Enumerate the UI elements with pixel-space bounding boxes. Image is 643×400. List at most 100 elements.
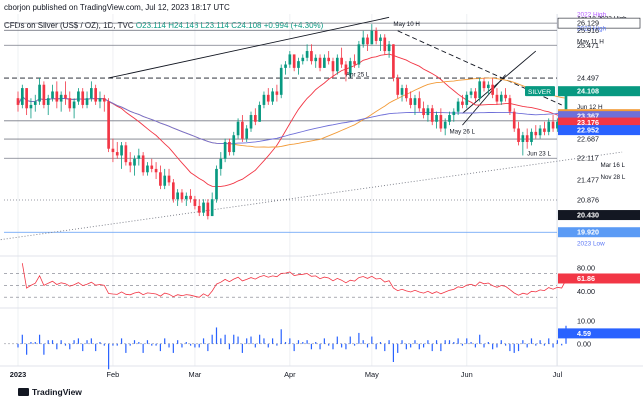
volume-value-label: 4.59 — [577, 329, 591, 338]
candle-body — [331, 61, 335, 72]
volume-bar — [302, 342, 304, 344]
candle-body — [530, 131, 533, 142]
grid — [0, 14, 643, 367]
axis-price-bg — [558, 125, 640, 136]
volume-bar — [479, 334, 481, 344]
volume-bar — [526, 343, 528, 348]
candle-body — [236, 121, 240, 136]
volume-bar — [185, 342, 187, 344]
annotation-label: Mar 16 L — [601, 162, 626, 169]
volume-bar — [444, 340, 446, 344]
candle-body — [340, 57, 343, 65]
candle-body — [193, 199, 197, 206]
candle-body — [172, 182, 175, 200]
volume-bar — [423, 343, 425, 348]
volume-bar — [73, 340, 75, 344]
candle-body — [223, 141, 227, 159]
candle-body — [64, 94, 67, 99]
volume-bar — [297, 340, 300, 344]
candle-body — [335, 57, 339, 72]
volume-bar — [310, 343, 313, 350]
candle-body — [279, 67, 283, 95]
axis-price-label: 22.952 — [577, 126, 599, 135]
volume-bar — [513, 343, 515, 353]
rsi-axis-tick: 40.00 — [577, 287, 595, 296]
volume-bar — [99, 342, 101, 344]
candle-body — [245, 128, 249, 139]
candle-body — [206, 202, 210, 217]
rsi-axis-tick: 80.00 — [577, 263, 595, 272]
volume-bar — [530, 338, 533, 344]
volume-bar — [522, 340, 524, 344]
axis-price-label: 20.876 — [577, 196, 599, 205]
candle-body — [344, 64, 348, 75]
volume-bar — [220, 338, 222, 344]
volume-bar — [30, 342, 32, 344]
volume-bar — [293, 343, 295, 352]
volume-bar — [543, 343, 546, 346]
candle-body — [202, 202, 205, 213]
tradingview-watermark: TradingView — [18, 387, 82, 397]
volume-bar — [215, 327, 218, 344]
candle-body — [478, 81, 482, 99]
volume-bar — [271, 338, 274, 344]
volume-bar — [241, 343, 243, 353]
candle-body — [90, 88, 93, 99]
volume-bar — [509, 343, 511, 352]
volume-bar — [418, 343, 420, 350]
candle-body — [288, 54, 292, 65]
candle-body — [68, 98, 72, 109]
volume-bar — [129, 343, 131, 346]
candle-body — [508, 98, 512, 112]
candle-body — [310, 51, 313, 62]
volume-bar — [164, 338, 166, 344]
candle-body — [115, 152, 119, 156]
candle-body — [176, 192, 179, 200]
candle-body — [133, 158, 136, 166]
volume-bar — [461, 343, 464, 346]
axis-price-label: 26.129 — [577, 19, 599, 28]
volume-bar — [435, 340, 438, 344]
candle-body — [430, 108, 434, 122]
volume-bar — [388, 340, 390, 344]
candle-body — [534, 131, 538, 136]
volume-bar — [539, 340, 541, 344]
volume-bar — [362, 340, 364, 344]
candle-body — [297, 61, 300, 68]
candle-body — [292, 54, 296, 68]
candle-body — [374, 30, 378, 41]
axis-price-box — [557, 17, 641, 29]
axis-note: Jun 12 H — [577, 104, 603, 111]
symbol-tag-label: SILVER — [528, 89, 551, 96]
candle-body — [55, 91, 59, 102]
annotation-label: Apr 25 L — [346, 71, 370, 78]
trendlines — [0, 16, 623, 241]
volume-bar — [202, 338, 205, 344]
candle-body — [474, 91, 477, 99]
volume-bar — [561, 343, 563, 346]
volume-bar — [151, 343, 153, 346]
candle-body — [137, 155, 141, 159]
volume-bar — [133, 340, 136, 344]
time-axis: 2023 Feb Mar Apr May Jun Jul — [10, 370, 563, 379]
time-axis-label: Jun — [461, 370, 473, 379]
candle-body — [461, 101, 464, 105]
candle-body — [469, 91, 473, 95]
volume-bar — [341, 343, 343, 348]
axis-price-bg — [558, 111, 640, 122]
volume-bar — [189, 343, 192, 346]
volume-bar — [474, 343, 476, 348]
candle-body — [547, 121, 551, 132]
candle-body — [124, 145, 128, 163]
candle-body — [180, 192, 184, 200]
candle-body — [197, 205, 201, 213]
candle-body — [266, 94, 270, 102]
candle-body — [271, 91, 274, 102]
axis-price-label: 22.117 — [577, 154, 598, 163]
candle-body — [29, 104, 33, 109]
axis-price-bg — [558, 210, 640, 221]
volume-bar — [427, 340, 429, 344]
volume-bar — [448, 340, 451, 344]
